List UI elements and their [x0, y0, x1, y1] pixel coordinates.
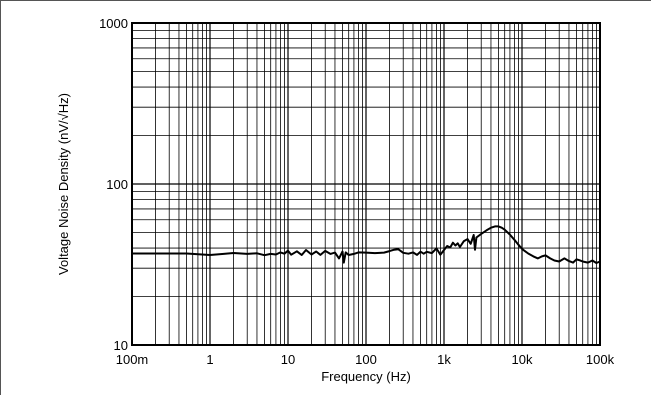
y-axis-label: Voltage Noise Density (nV/√Hz) [56, 93, 71, 275]
x-tick-label: 100m [116, 352, 149, 367]
x-tick-label: 10 [281, 352, 295, 367]
x-tick-label: 1 [206, 352, 213, 367]
plot-border [131, 22, 601, 346]
x-tick-label: 100k [586, 352, 615, 367]
y-tick-label: 100 [106, 177, 128, 192]
noise-density-series-line [132, 225, 601, 264]
x-axis-label: Frequency (Hz) [321, 369, 411, 384]
x-tick-labels: 100m 1 10 100 1k 10k 100k [116, 352, 615, 367]
series-layer [132, 225, 601, 264]
x-tick-label: 10k [512, 352, 533, 367]
x-tick-label: 100 [355, 352, 377, 367]
y-tick-label: 1000 [99, 16, 128, 31]
y-tick-label: 10 [114, 338, 128, 353]
grid [131, 23, 600, 346]
x-tick-label: 1k [437, 352, 451, 367]
y-tick-labels: 10 100 1000 [99, 16, 128, 353]
